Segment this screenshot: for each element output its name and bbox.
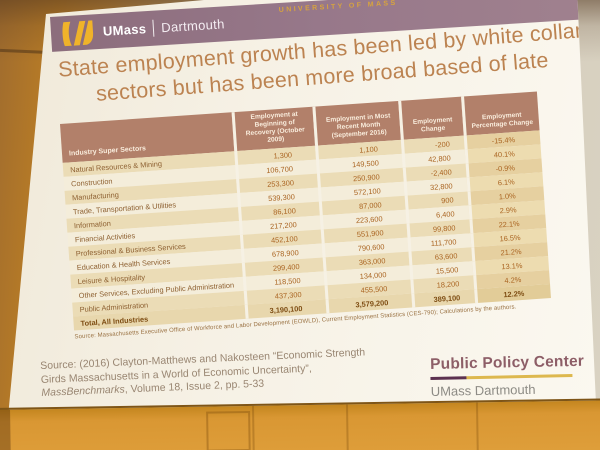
wall-seam: [251, 405, 255, 450]
wall-seam: [475, 402, 479, 450]
ppc-divider-rule: [430, 374, 573, 380]
wall-panel-square: [206, 410, 251, 450]
header-employment-recent: Employment in Most Recent Month (Septemb…: [312, 100, 402, 146]
header-employment-change: Employment Change: [398, 96, 464, 140]
public-policy-center-name: Public Policy Center: [430, 352, 585, 373]
employment-table-container: Industry Super Sectors Employment at Beg…: [60, 91, 552, 340]
wall-corner-shadow: [0, 409, 11, 450]
wall-seam: [345, 404, 349, 450]
table-body: Natural Resources & Mining 1,300 1,100 -…: [62, 130, 551, 331]
employment-table: Industry Super Sectors Employment at Beg…: [60, 91, 551, 331]
ppc-rule-purple-segment: [430, 376, 467, 380]
umass-logo-icon: [62, 19, 94, 46]
orange-wall-band: [0, 398, 600, 450]
university-banner-text: UNIVERSITY OF MASS: [278, 0, 398, 15]
header-employment-pct-change: Employment Percentage Change: [460, 91, 540, 136]
employment-change-value: 389,100: [411, 289, 475, 308]
dartmouth-wordmark: Dartmouth: [160, 16, 226, 36]
slide-citation: Source: (2016) Clayton-Matthews and Nako…: [40, 345, 393, 400]
ppc-umass-dartmouth-label: UMass Dartmouth: [430, 381, 536, 399]
umass-banner: UMass Dartmouth UNIVERSITY OF MASS: [50, 0, 596, 52]
ppc-rule-gold-segment: [466, 374, 573, 379]
umass-wordmark: UMass: [102, 21, 147, 39]
wordmark-divider: [152, 19, 155, 37]
public-policy-center-block: Public Policy Center UMass Dartmouth: [430, 353, 591, 399]
citation-journal: MassBenchmarks: [41, 383, 126, 399]
header-employment-beginning: Employment at Beginning of Recovery (Oct…: [231, 106, 316, 152]
